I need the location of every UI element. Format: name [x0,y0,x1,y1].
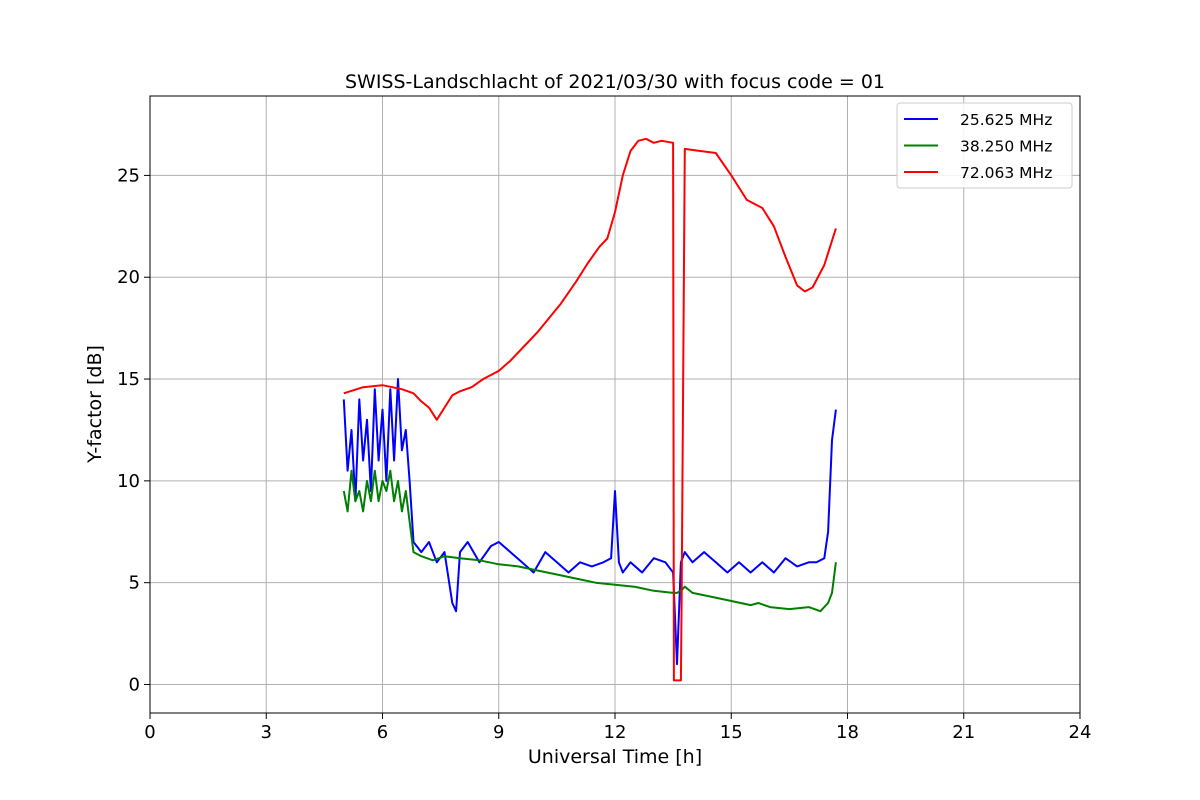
y-tick-label: 10 [117,471,140,492]
series-line-3 [343,137,837,682]
legend-label-3: 72.063 MHz [960,164,1052,182]
ticks: 0 3 6 9 12 15 18 21 24 0 5 10 15 20 25 [117,165,1091,743]
x-tick-label: 15 [720,722,743,743]
x-tick-label: 3 [261,722,272,743]
series-line-1 [342,378,837,666]
y-tick-label: 20 [117,267,140,288]
x-tick-label: 0 [144,722,155,743]
y-tick-label: 25 [117,165,140,186]
series-layer [342,137,837,682]
x-axis-label: Universal Time [h] [528,746,702,768]
x-tick-label: 6 [377,722,388,743]
x-tick-label: 24 [1069,722,1092,743]
legend-label-1: 25.625 MHz [960,111,1052,129]
y-tick-label: 0 [129,674,140,695]
legend-box [896,102,1073,189]
legend: 25.625 MHz 38.250 MHz 72.063 MHz [896,102,1073,189]
y-tick-label: 15 [117,369,140,390]
x-tick-label: 12 [604,722,627,743]
x-tick-label: 9 [493,722,504,743]
x-tick-label: 21 [952,722,975,743]
x-tick-label: 18 [836,722,859,743]
legend-label-2: 38.250 MHz [960,138,1052,156]
series-line-2 [342,469,837,613]
chart-title: SWISS-Landschlacht of 2021/03/30 with fo… [345,71,885,93]
y-tick-label: 5 [129,573,140,594]
y-axis-label: Y-factor [dB] [84,345,106,464]
